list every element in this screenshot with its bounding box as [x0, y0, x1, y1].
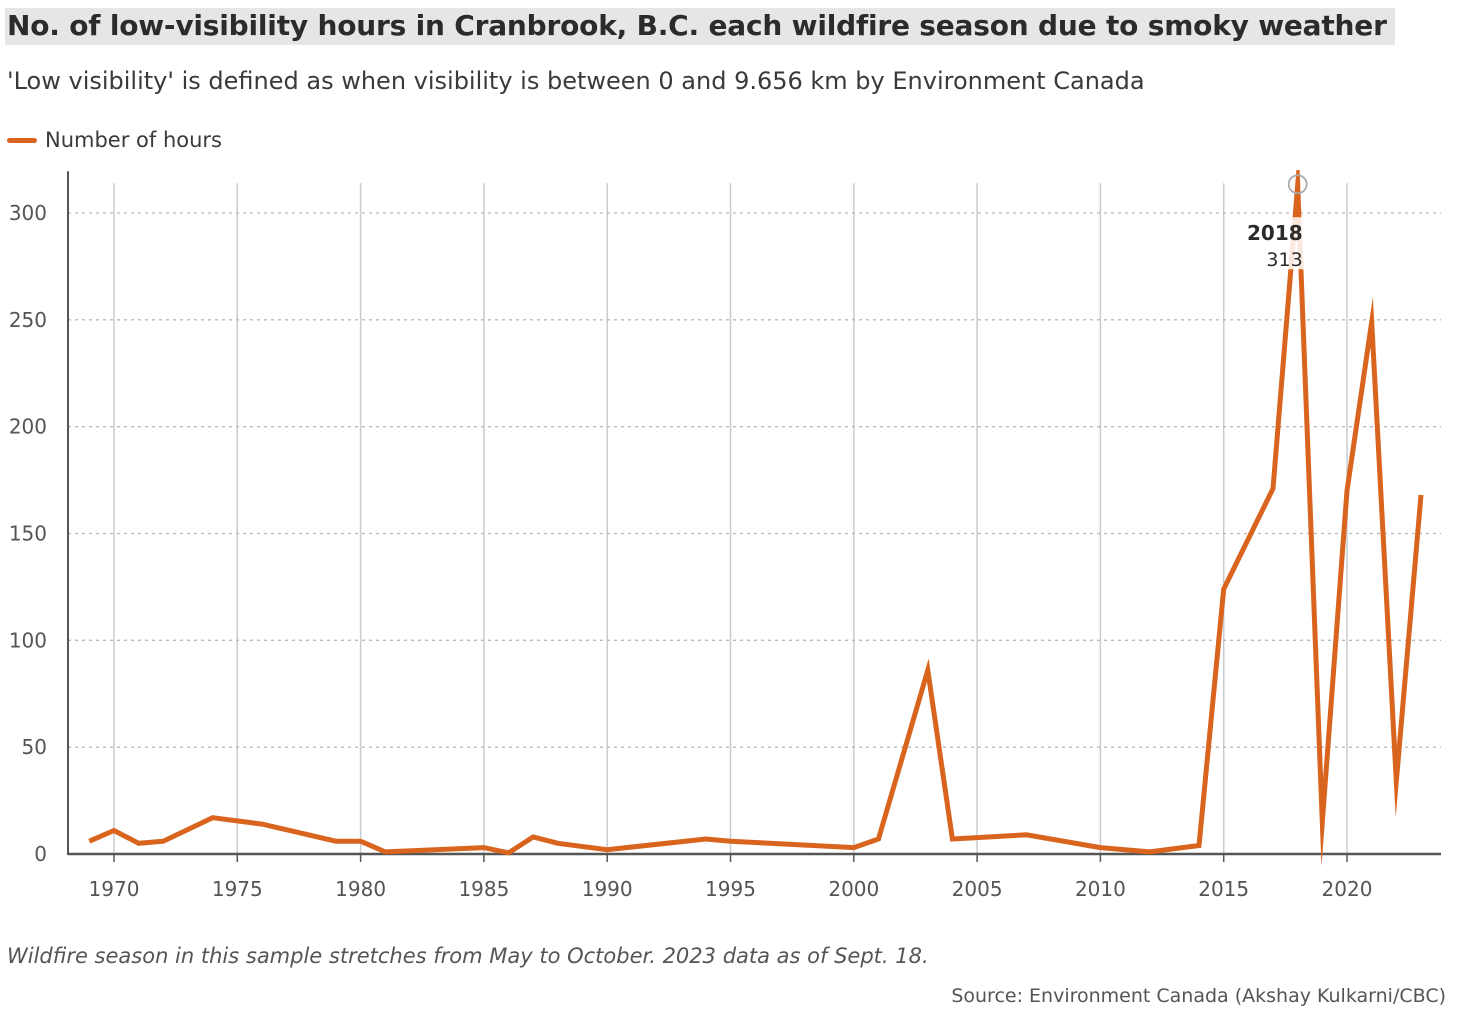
footnote: Wildfire season in this sample stretches…: [7, 944, 929, 968]
y-tick-label-300: 300: [9, 201, 47, 225]
legend: Number of hours: [7, 128, 222, 152]
chart-subtitle: 'Low visibility' is defined as when visi…: [7, 67, 1145, 95]
x-tick-label-2020: 2020: [1322, 877, 1373, 900]
legend-swatch: [7, 137, 37, 143]
x-tick-label-2005: 2005: [952, 877, 1003, 900]
chart-title: No. of low-visibility hours in Cranbrook…: [7, 9, 1387, 42]
x-tick-label-1995: 1995: [705, 877, 756, 900]
y-tick-label-250: 250: [9, 308, 47, 332]
line-chart: 1970 1975 1980 1985 1990 1995 2000 2005 2010 2015…: [9, 170, 1441, 900]
y-tick-label-100: 100: [9, 628, 47, 652]
x-tick-label-1990: 1990: [582, 877, 633, 900]
x-tick-label-2000: 2000: [828, 877, 879, 900]
y-tick-label-0: 0: [34, 842, 47, 866]
y-tick-label-50: 50: [22, 735, 47, 759]
annotation-value: 313: [1266, 249, 1302, 271]
x-tick-label-1975: 1975: [212, 877, 263, 900]
chart-title-box: No. of low-visibility hours in Cranbrook…: [5, 8, 1395, 45]
annotation-year: 2018: [1247, 221, 1303, 245]
x-tick-label-1985: 1985: [458, 877, 509, 900]
y-tick-label-150: 150: [9, 522, 47, 546]
x-tick-label-1980: 1980: [335, 877, 386, 900]
x-tick-label-2015: 2015: [1198, 877, 1249, 900]
y-tick-label-200: 200: [9, 415, 47, 439]
x-tick-label-2010: 2010: [1075, 877, 1126, 900]
highlight-ring: [1287, 174, 1308, 195]
annotation-background: [1243, 217, 1304, 270]
source-credit: Source: Environment Canada (Akshay Kulka…: [951, 985, 1446, 1007]
legend-label: Number of hours: [45, 128, 222, 152]
series-line-0: [88, 170, 1424, 867]
x-tick-label-1970: 1970: [89, 877, 140, 900]
